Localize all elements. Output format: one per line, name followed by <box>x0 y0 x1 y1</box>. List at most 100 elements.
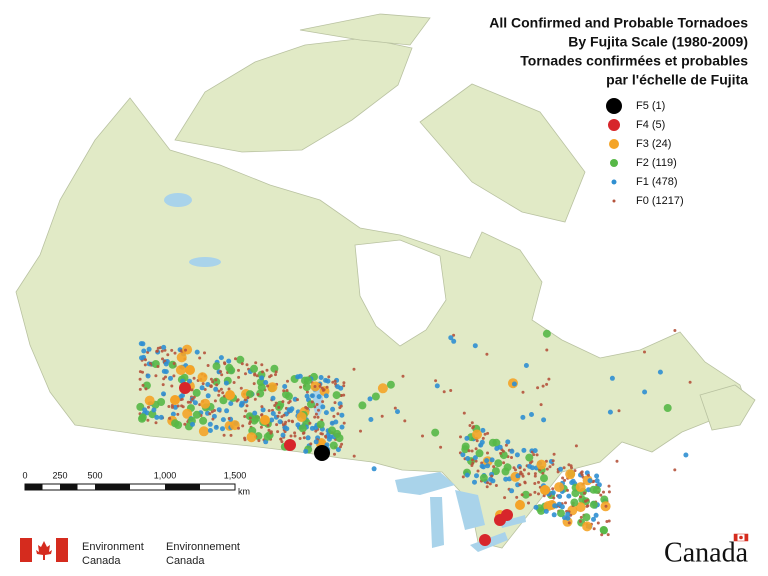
tornado-dot <box>467 449 471 453</box>
tornado-dot <box>503 496 507 500</box>
tornado-dot <box>331 380 335 384</box>
tornado-dot <box>220 417 226 423</box>
tornado-dot <box>342 384 346 388</box>
tornado-dot <box>245 404 249 408</box>
title-line: par l'échelle de Fujita <box>606 72 748 88</box>
tornado-dot <box>281 423 285 427</box>
scale-bar-segment <box>165 484 200 490</box>
tornado-dot <box>340 442 344 446</box>
tornado-dot <box>470 464 474 467</box>
tornado-dot <box>286 379 289 383</box>
tornado-dot <box>540 485 550 495</box>
tornado-dot <box>171 419 180 428</box>
tornado-dot <box>183 422 187 426</box>
scale-bar-segment <box>95 484 130 490</box>
tornado-dot <box>673 468 677 472</box>
tornado-dot <box>324 434 327 438</box>
tornado-dot <box>239 386 243 390</box>
tornado-dot <box>253 373 257 377</box>
tornado-dot <box>192 388 201 397</box>
tornado-dot <box>267 409 271 413</box>
legend-label: F1 (478) <box>636 176 678 188</box>
tornado-dot <box>163 361 169 367</box>
tornado-dot <box>541 417 547 423</box>
tornado-dot <box>282 384 288 389</box>
tornado-dot <box>529 412 534 417</box>
tornado-dot <box>220 373 224 377</box>
tornado-dot <box>474 473 479 479</box>
tornado-dot <box>211 380 215 384</box>
title-line: Tornades confirmées et probables <box>520 53 748 69</box>
tornado-dot <box>607 490 611 494</box>
tornado-dot <box>302 383 311 392</box>
tornado-dot <box>192 410 201 419</box>
tornado-dot <box>320 404 326 410</box>
tornado-dot <box>471 458 474 462</box>
tornado-dot <box>302 436 306 440</box>
tornado-dot <box>253 397 257 401</box>
tornado-dot <box>557 509 565 518</box>
tornado-dot <box>688 380 692 384</box>
tornado-dot <box>596 482 602 488</box>
tornado-dot <box>182 408 193 419</box>
scale-label: 0 <box>22 470 27 480</box>
tornado-dot <box>571 489 580 498</box>
tornado-dot <box>138 377 142 381</box>
tornado-dot <box>260 407 266 413</box>
tornado-dot <box>179 382 191 394</box>
tornado-dot <box>321 400 325 404</box>
tornado-dot <box>161 368 167 374</box>
legend-marker <box>608 119 620 131</box>
tornado-dot <box>551 512 557 518</box>
tornado-dot <box>144 358 147 362</box>
tornado-dot <box>255 374 259 378</box>
tornado-dot <box>527 472 531 476</box>
tornado-dot <box>269 374 273 378</box>
tornado-dot <box>252 410 258 416</box>
tornado-dot <box>274 370 278 374</box>
tornado-dot <box>298 437 302 440</box>
scale-label: 1,000 <box>154 470 177 480</box>
tornado-dot <box>214 378 218 382</box>
tornado-dot <box>147 405 150 409</box>
tornado-dot <box>237 375 241 379</box>
lakes <box>164 193 526 552</box>
tornado-dot <box>488 438 497 447</box>
tornado-dot <box>533 504 539 510</box>
tornado-dot <box>140 341 146 347</box>
tornado-dot <box>518 483 522 487</box>
tornado-dot <box>510 456 513 459</box>
tornado-dot <box>617 409 621 413</box>
tornado-dot <box>586 504 590 508</box>
tornado-dot <box>309 393 315 399</box>
tornado-dot <box>282 425 288 430</box>
tornado-dot <box>545 382 549 386</box>
tornado-dot <box>594 478 600 484</box>
wordmark: Canada <box>664 537 749 568</box>
tornado-dot <box>212 377 221 386</box>
tornado-dot <box>143 363 147 367</box>
tornado-dot <box>521 490 530 499</box>
tornado-dot <box>190 421 195 427</box>
legend-marker <box>611 179 617 185</box>
tornado-dot <box>554 482 565 493</box>
tornado-dot <box>605 520 609 523</box>
tornado-dot <box>225 390 235 400</box>
tornado-dot <box>494 459 503 468</box>
tornado-dot <box>296 398 299 402</box>
tornado-dot <box>315 403 319 406</box>
tornado-dot <box>486 431 490 435</box>
tornado-dot <box>332 391 341 400</box>
tornado-dot <box>567 463 571 467</box>
tornado-dot <box>330 406 336 412</box>
tornado-dot <box>593 512 599 518</box>
tornado-dot <box>600 533 604 537</box>
tornado-dot <box>529 461 532 465</box>
tornado-dot <box>176 352 187 363</box>
tornado-dot <box>486 481 490 485</box>
tornado-dot <box>260 363 264 367</box>
tornado-dot <box>565 511 571 517</box>
tornado-dot <box>297 373 303 379</box>
tornado-dot <box>203 388 207 391</box>
tornado-dot <box>226 358 232 364</box>
